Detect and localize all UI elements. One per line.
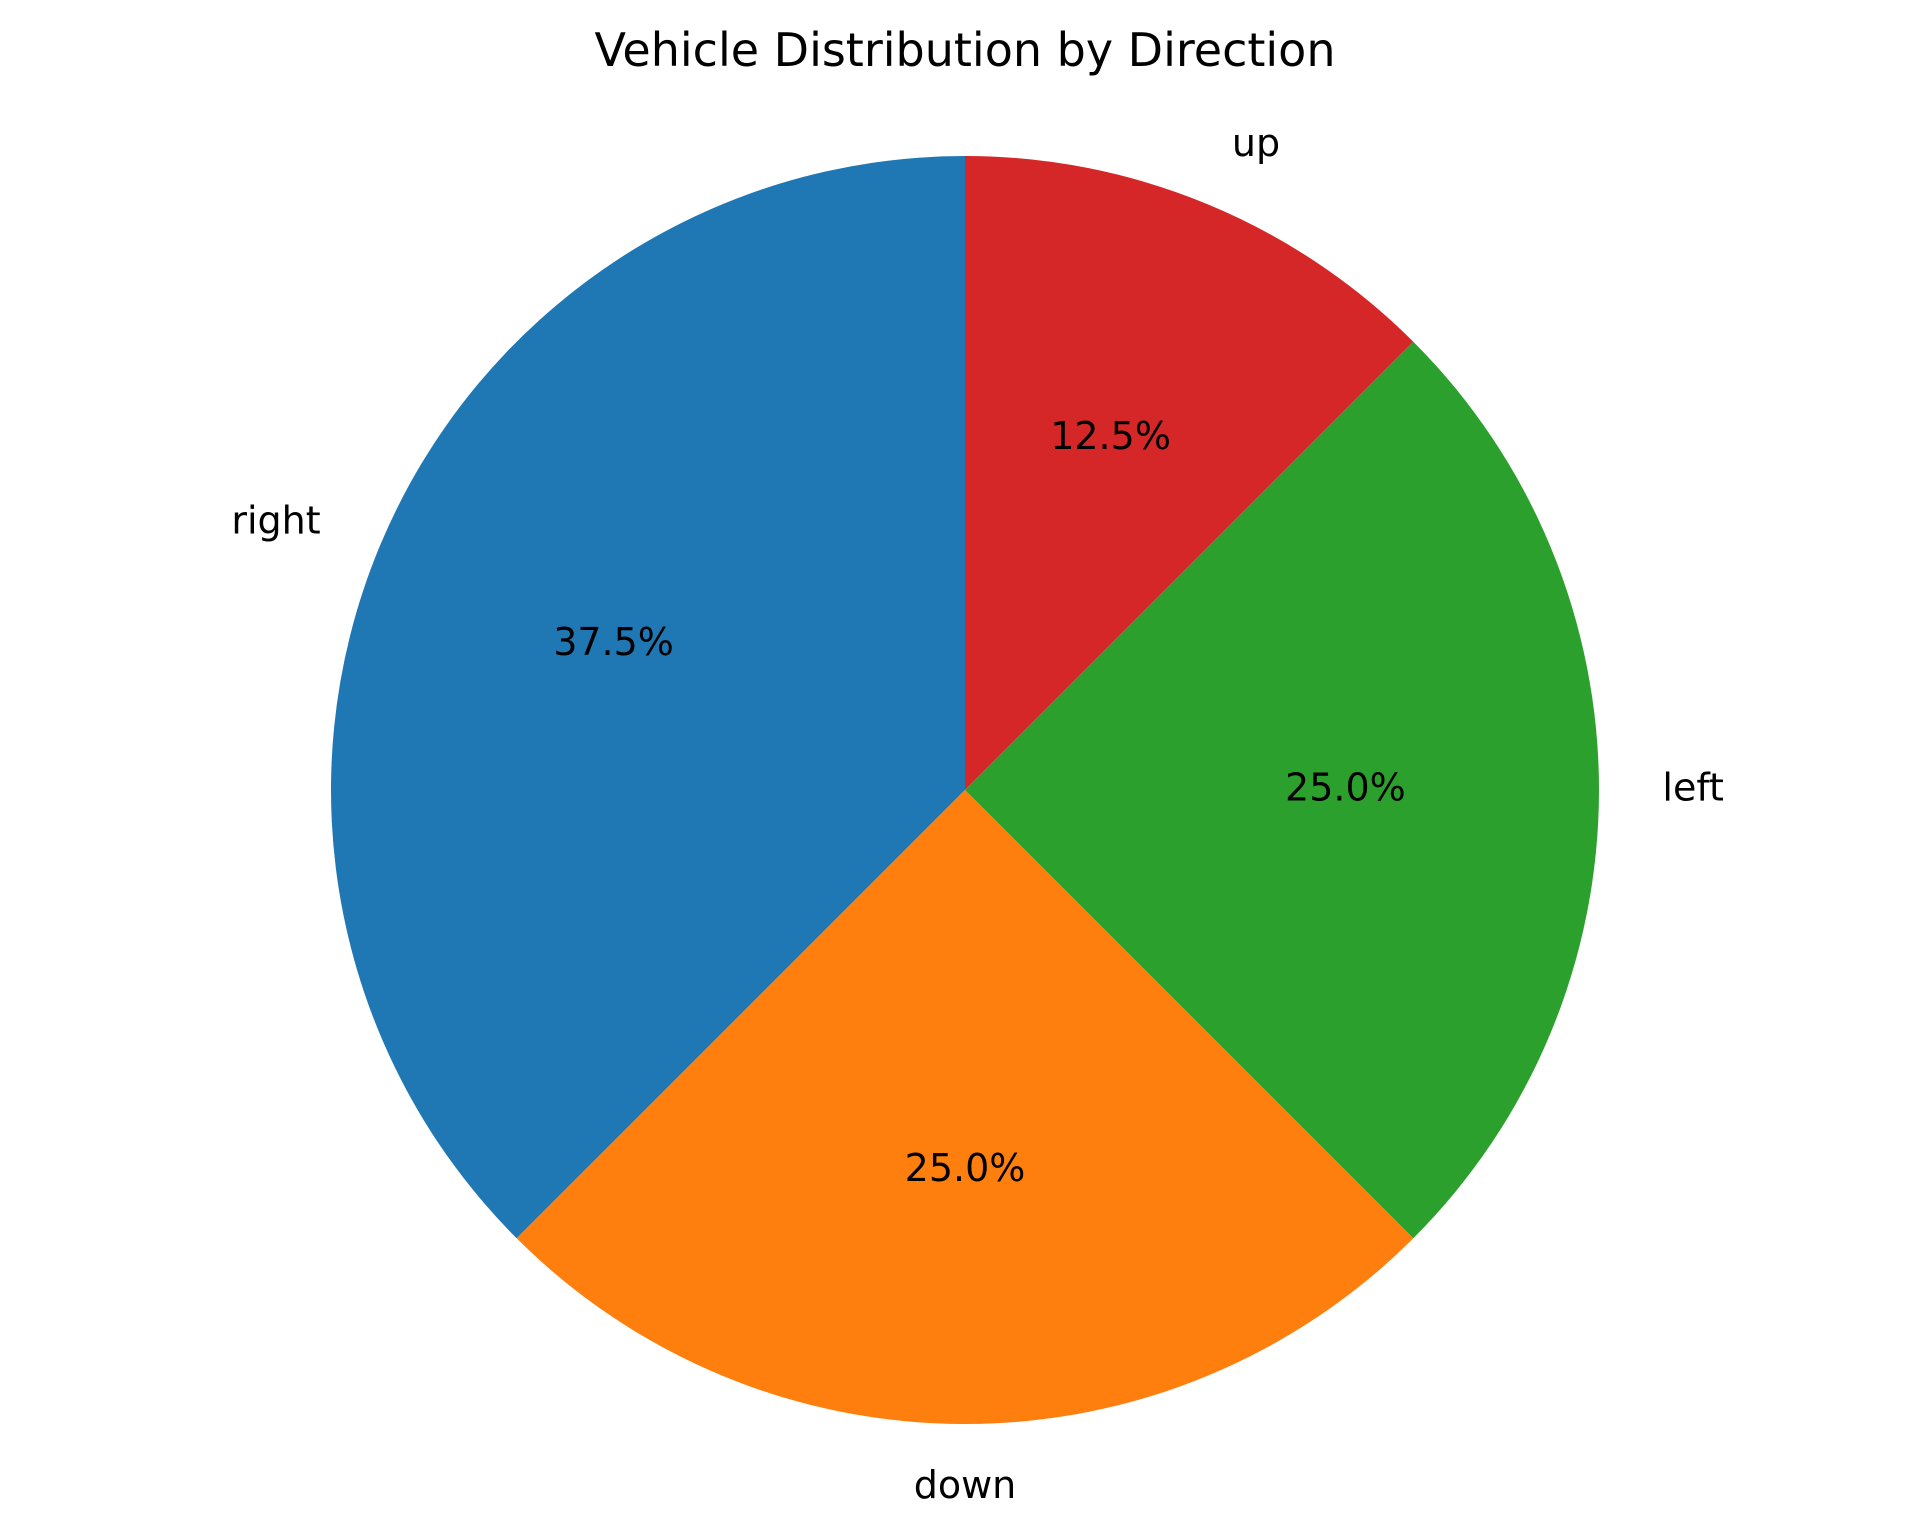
- pie-slice-left: [965, 341, 1599, 1239]
- pie-slice-right: [330, 156, 966, 1239]
- pct-label-right: 37.5%: [553, 620, 674, 664]
- pie-labels: right 37.5% down 25.0% left 25.0% up 12.5%: [231, 121, 1724, 1507]
- slice-label-up: up: [1232, 121, 1280, 165]
- pie-slice-up: [965, 156, 1414, 790]
- slice-label-right: right: [231, 499, 320, 543]
- pie-slices: [330, 156, 1599, 1424]
- pie-slice-down: [516, 790, 1414, 1424]
- pct-label-left: 25.0%: [1285, 766, 1406, 810]
- chart-title: Vehicle Distribution by Direction: [595, 23, 1336, 77]
- slice-label-left: left: [1662, 766, 1724, 810]
- slice-label-down: down: [914, 1463, 1017, 1507]
- pct-label-down: 25.0%: [905, 1146, 1026, 1190]
- pct-label-up: 12.5%: [1050, 414, 1171, 458]
